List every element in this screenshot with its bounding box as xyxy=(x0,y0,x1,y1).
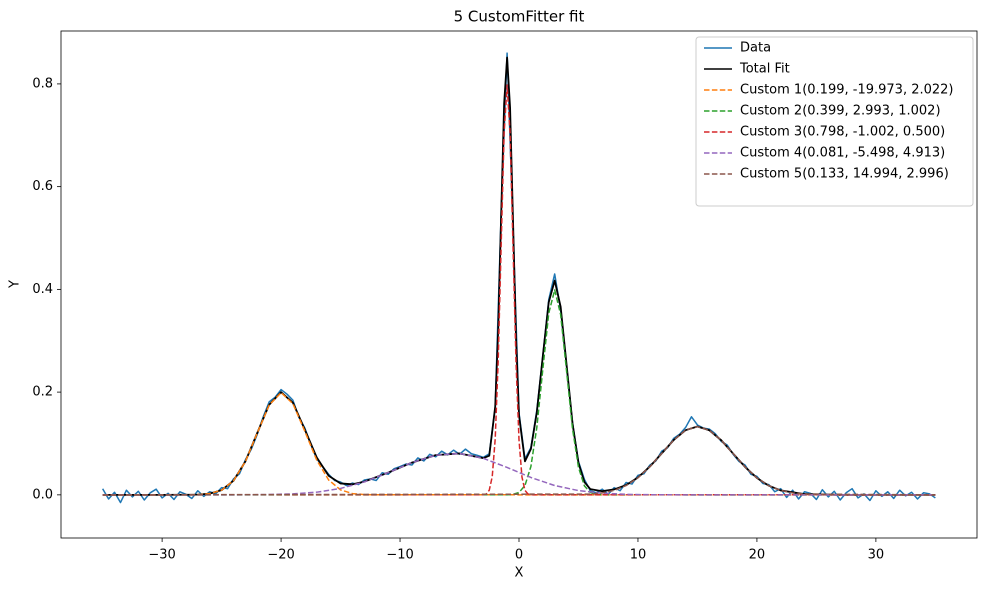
x-tick-label: −30 xyxy=(148,548,175,563)
x-tick-label: 0 xyxy=(515,548,523,563)
series-line xyxy=(102,391,936,496)
series-line xyxy=(102,425,936,496)
series-line xyxy=(102,84,936,496)
x-tick-label: 30 xyxy=(868,548,885,563)
y-tick-label: 0.4 xyxy=(32,282,53,297)
y-axis-label: Y xyxy=(8,280,23,289)
x-axis-label: X xyxy=(515,566,524,581)
y-tick-label: 0.8 xyxy=(32,76,53,91)
x-tick-label: 10 xyxy=(630,548,647,563)
y-tick-label: 0.0 xyxy=(32,487,53,502)
legend-label: Custom 5(0.133, 14.994, 2.996) xyxy=(740,167,949,182)
y-tick-label: 0.6 xyxy=(32,179,53,194)
legend-label: Total Fit xyxy=(739,62,790,77)
legend-label: Custom 4(0.081, -5.498, 4.913) xyxy=(740,146,945,161)
legend-box xyxy=(695,36,974,207)
x-tick-label: −10 xyxy=(386,548,413,563)
legend-label: Custom 1(0.199, -19.973, 2.022) xyxy=(740,83,954,98)
y-tick-label: 0.2 xyxy=(32,385,53,400)
legend-label: Custom 3(0.798, -1.002, 0.500) xyxy=(740,125,945,140)
plot-frame xyxy=(60,30,978,539)
chart-title: 5 CustomFitter fit xyxy=(454,8,585,26)
x-tick-label: 20 xyxy=(749,548,766,563)
legend-label: Data xyxy=(740,41,771,56)
x-tick-label: −20 xyxy=(267,548,294,563)
legend-label: Custom 2(0.399, 2.993, 1.002) xyxy=(740,104,941,119)
